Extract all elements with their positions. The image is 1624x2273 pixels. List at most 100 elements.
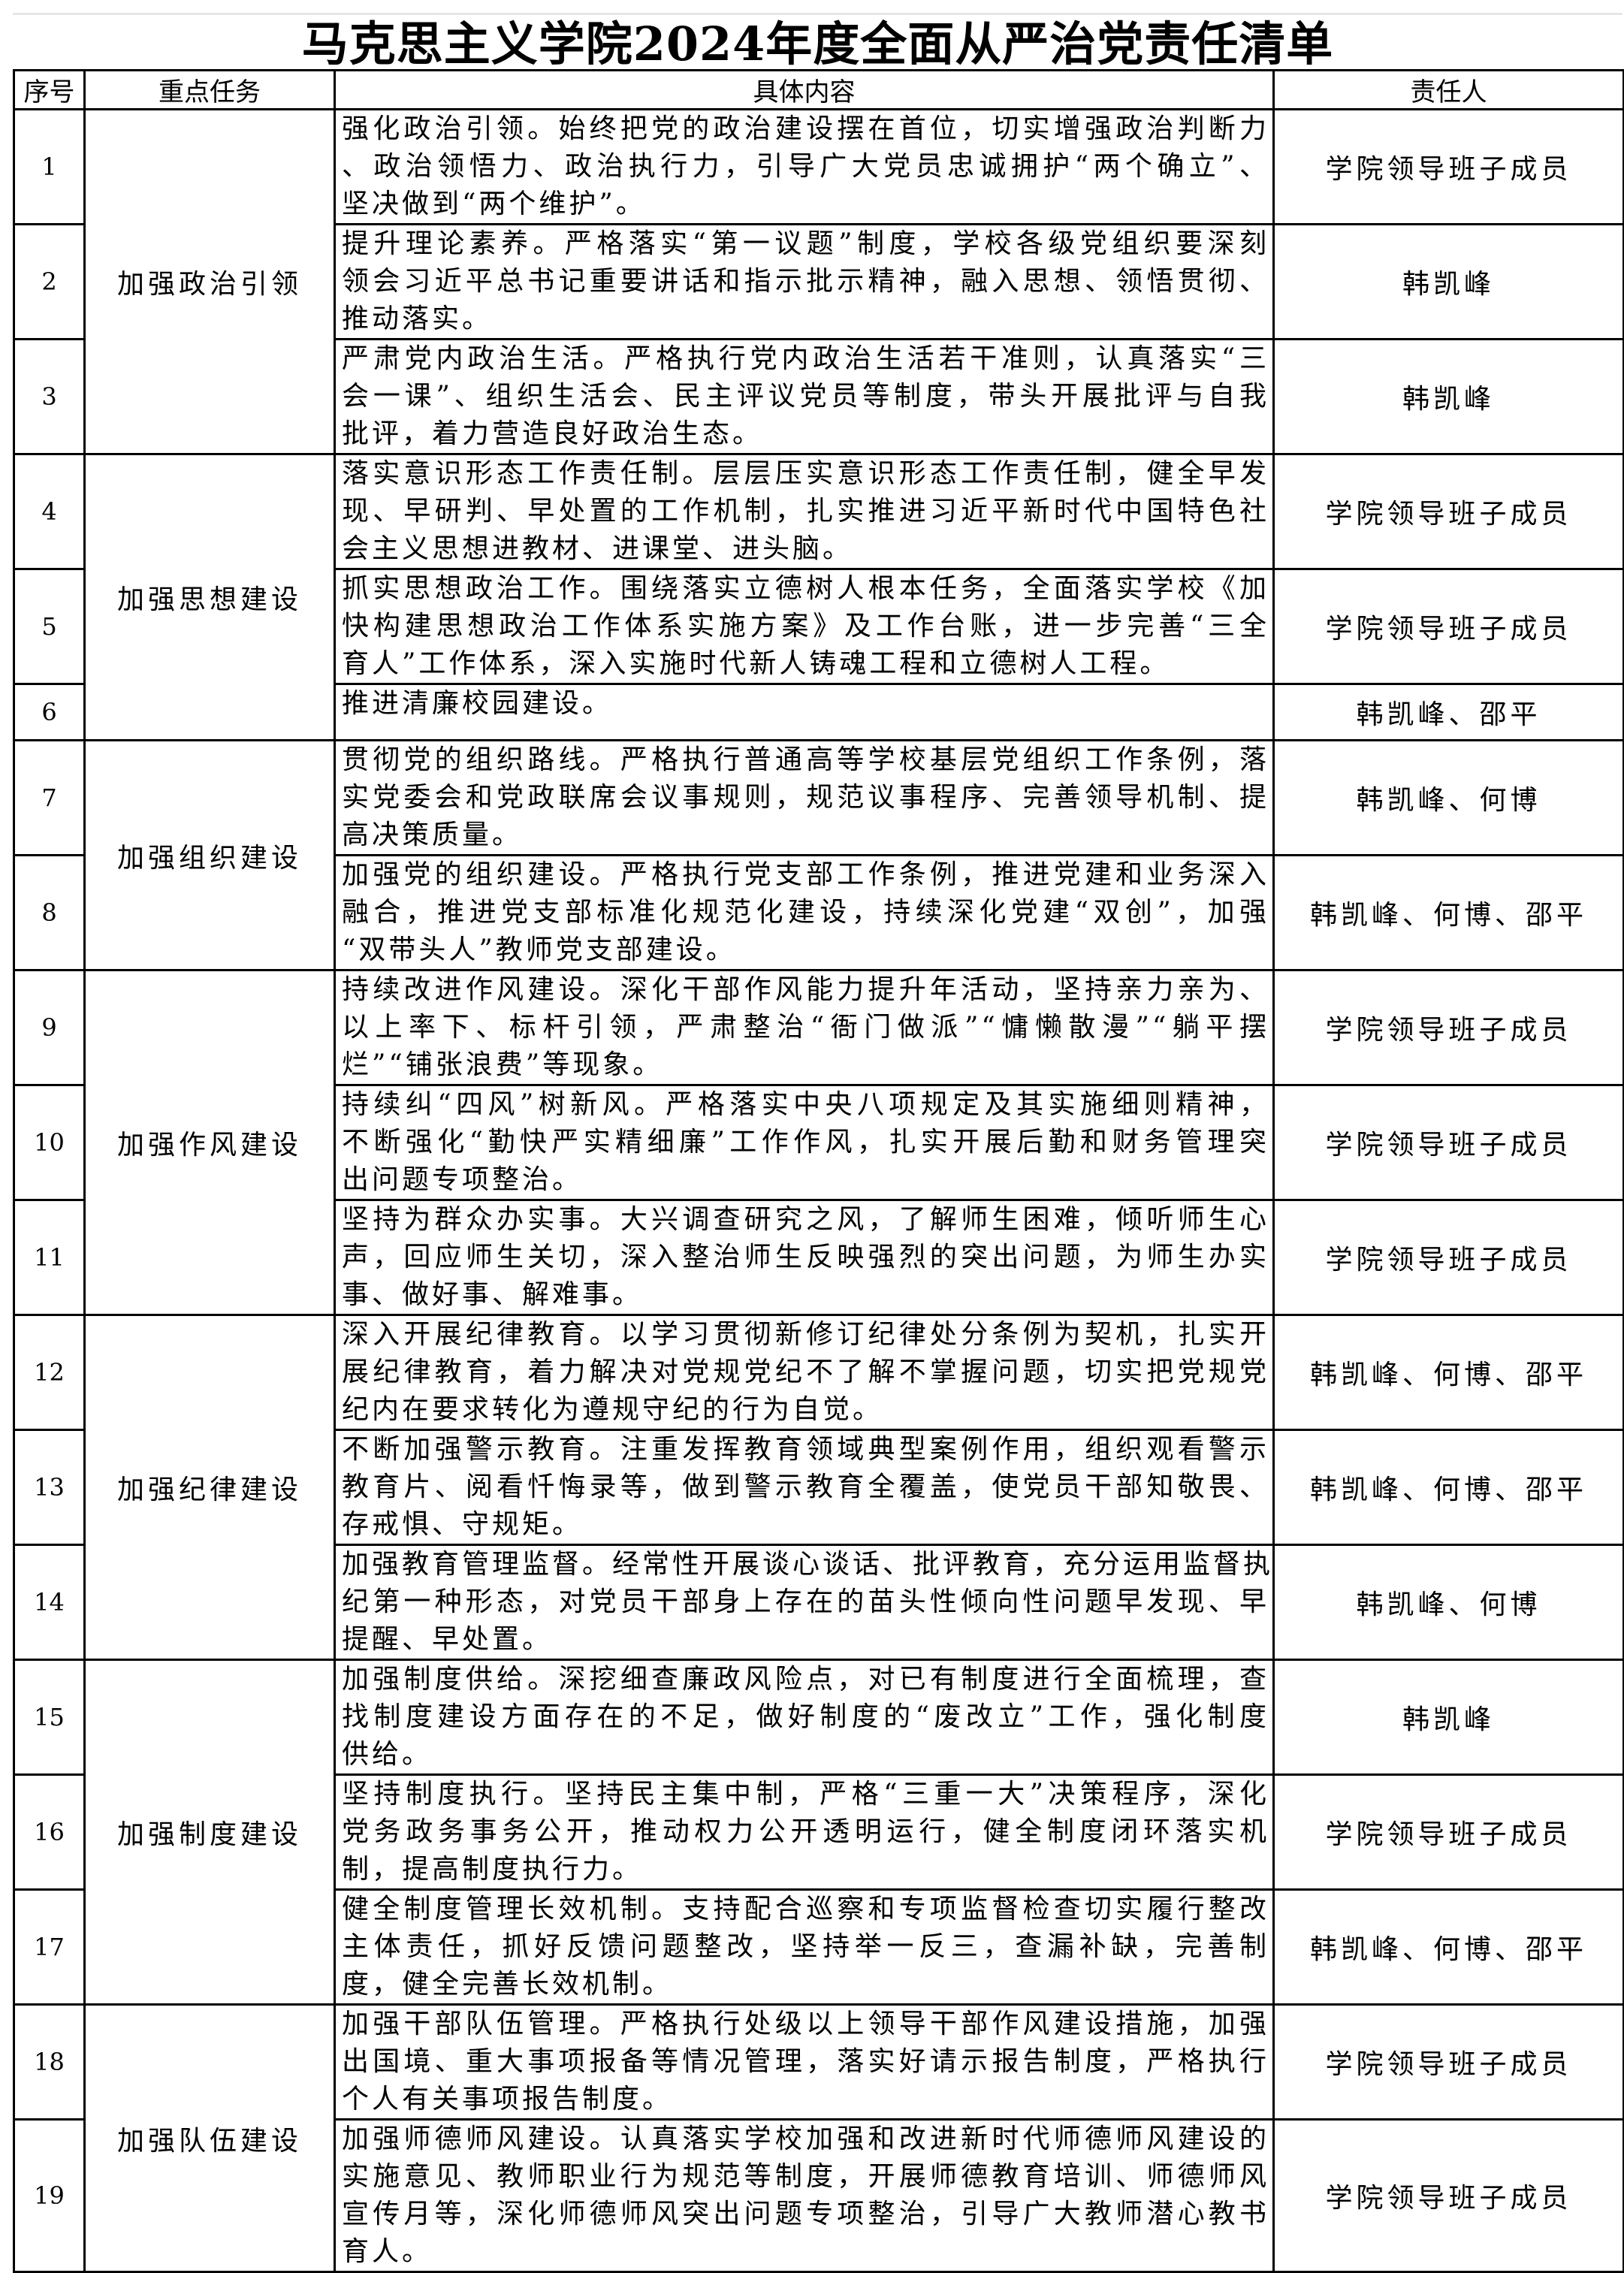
- table-row: 17 健全制度管理长效机制。支持配合巡察和专项监督检查切实履行整改 主体责任，抓好反…: [13, 1888, 1624, 2006]
- content-line: 宣传月等，深化师德师风突出问题专项整治，引导广大教师潜心教书: [342, 2199, 1269, 2229]
- content-line: 推动落实。: [342, 303, 493, 334]
- content-line: 领会习近平总书记重要讲话和指示批示精神，融入思想、领悟贯彻、: [342, 266, 1269, 297]
- table-row: 4 加强思想建设 落实意识形态工作责任制。层层压实意识形态工作责任制，健全早发 现、早…: [13, 453, 1624, 741]
- content-cell: 持续改进作风建设。深化干部作风能力提升年活动，坚持亲力亲为、 以上率下、标杆引领，…: [334, 969, 1275, 1086]
- content-line: “双带头人”教师党支部建设。: [342, 934, 736, 965]
- content-line: 加强党的组织建设。严格执行党支部工作条例，推进党建和业务深入: [342, 859, 1269, 890]
- responsible-person-cell: 韩凯峰、何博: [1272, 739, 1624, 856]
- content-cell: 抓实思想政治工作。围绕落实立德树人根本任务，全面落实学校《加 快构建思想政治工作体…: [334, 568, 1275, 685]
- table-row: 11 坚持为群众办实事。大兴调查研究之风，了解师生困难，倾听师生心 声，回应师生关切…: [13, 1199, 1624, 1316]
- content-line: 融合，推进党支部标准化规范化建设，持续深化党建“双创”，加强: [342, 897, 1269, 928]
- key-task-cell: 加强政治引领: [83, 108, 336, 455]
- content-line: 严肃党内政治生活。严格执行党内政治生活若干准则，认真落实“三: [342, 343, 1269, 374]
- table-row: 3 严肃党内政治生活。严格执行党内政治生活若干准则，认真落实“三 会一课”、组织生活…: [13, 338, 1624, 455]
- responsibility-table: 序号 重点任务 具体内容 责任人 1 加强政治引领 强化政治引领。始终把党的政治建设…: [13, 69, 1624, 2273]
- table-row: 9 加强作风建设 持续改进作风建设。深化干部作风能力提升年活动，坚持亲力亲为、 以上率…: [13, 969, 1624, 1316]
- responsible-person-cell: 韩凯峰、何博: [1272, 1544, 1624, 1661]
- header-key-task: 重点任务: [83, 69, 336, 110]
- table-row: 16 坚持制度执行。坚持民主集中制，严格“三重一大”决策程序，深化 党务政务事务公开…: [13, 1773, 1624, 1891]
- content-line: 纪内在要求转化为遵规守纪的行为自觉。: [342, 1394, 883, 1425]
- content-cell: 加强教育管理监督。经常性开展谈心谈话、批评教育，充分运用监督执 纪第一种形态，对党…: [334, 1544, 1275, 1661]
- key-task-cell: 加强作风建设: [83, 969, 336, 1316]
- serial-number-cell: 6: [13, 683, 86, 741]
- content-cell: 加强师德师风建设。认真落实学校加强和改进新时代师德师风建设的 实施意见、教师职业行…: [334, 2118, 1275, 2273]
- serial-number-cell: 7: [13, 739, 86, 856]
- responsible-person-cell: 学院领导班子成员: [1272, 2118, 1624, 2273]
- serial-number-cell: 5: [13, 568, 86, 685]
- content-line: 加强师德师风建设。认真落实学校加强和改进新时代师德师风建设的: [342, 2124, 1269, 2154]
- responsible-person-cell: 学院领导班子成员: [1272, 568, 1624, 685]
- content-line: 育人”工作体系，深入实施时代新人铸魂工程和立德树人工程。: [342, 648, 1170, 679]
- serial-number-cell: 18: [13, 2003, 86, 2121]
- content-line: 存戒惧、守规矩。: [342, 1509, 583, 1540]
- responsible-person-cell: 学院领导班子成员: [1272, 108, 1624, 225]
- serial-number-cell: 12: [13, 1314, 86, 1431]
- key-task-cell: 加强纪律建设: [83, 1314, 336, 1661]
- content-cell: 加强制度供给。深挖细查廉政风险点，对已有制度进行全面梳理，查 找制度建设方面存在的…: [334, 1659, 1275, 1776]
- responsible-person-cell: 韩凯峰、何博、邵平: [1272, 1888, 1624, 2006]
- content-line: 强化政治引领。始终把党的政治建设摆在首位，切实增强政治判断力: [342, 113, 1269, 144]
- content-line: 快构建思想政治工作体系实施方案》及工作台账，进一步完善“三全: [342, 611, 1269, 641]
- content-line: 制，提高制度执行力。: [342, 1854, 643, 1885]
- content-cell: 推进清廉校园建设。: [334, 683, 1275, 741]
- content-cell: 落实意识形态工作责任制。层层压实意识形态工作责任制，健全早发 现、早研判、早处置的…: [334, 453, 1275, 570]
- content-line: 烂”“铺张浪费”等现象。: [342, 1049, 663, 1080]
- table-row: 12 加强纪律建设 深入开展纪律教育。以学习贯彻新修订纪律处分条例为契机，扎实开 展纪…: [13, 1314, 1624, 1661]
- content-line: 加强干部队伍管理。严格执行处级以上领导干部作风建设措施，加强: [342, 2009, 1269, 2039]
- content-line: 坚决做到“两个维护”。: [342, 189, 646, 219]
- content-line: 出问题专项整治。: [342, 1164, 583, 1195]
- content-line: 深入开展纪律教育。以学习贯彻新修订纪律处分条例为契机，扎实开: [342, 1319, 1269, 1350]
- responsible-person-cell: 韩凯峰、何博、邵平: [1272, 1314, 1624, 1431]
- content-line: 持续纠“四风”树新风。严格落实中央八项规定及其实施细则精神，: [342, 1089, 1269, 1120]
- content-line: 提升理论素养。严格落实“第一议题”制度，学校各级党组织要深刻: [342, 228, 1269, 259]
- document-title: 马克思主义学院2024年度全面从严治党责任清单: [13, 13, 1622, 71]
- content-line: 事、做好事、解难事。: [342, 1279, 643, 1310]
- header-content: 具体内容: [334, 69, 1275, 110]
- table-row: 1 加强政治引领 强化政治引领。始终把党的政治建设摆在首位，切实增强政治判断力 、政治…: [13, 108, 1624, 455]
- content-line: 持续改进作风建设。深化干部作风能力提升年活动，坚持亲力亲为、: [342, 974, 1269, 1005]
- table-row: 2 提升理论素养。严格落实“第一议题”制度，学校各级党组织要深刻 领会习近平总书记重…: [13, 223, 1624, 340]
- content-cell: 健全制度管理长效机制。支持配合巡察和专项监督检查切实履行整改 主体责任，抓好反馈问…: [334, 1888, 1275, 2006]
- serial-number-cell: 17: [13, 1888, 86, 2006]
- table-header-row: 序号 重点任务 具体内容 责任人: [13, 69, 1624, 110]
- serial-number-cell: 14: [13, 1544, 86, 1661]
- content-line: 落实意识形态工作责任制。层层压实意识形态工作责任制，健全早发: [342, 458, 1269, 489]
- table-row: 15 加强制度建设 加强制度供给。深挖细查廉政风险点，对已有制度进行全面梳理，查 找制…: [13, 1659, 1624, 2006]
- content-line: 实党委会和党政联席会议事规则，规范议事程序、完善领导机制、提: [342, 782, 1269, 813]
- content-line: 实施意见、教师职业行为规范等制度，开展师德教育培训、师德师风: [342, 2161, 1269, 2192]
- table-row: 14 加强教育管理监督。经常性开展谈心谈话、批评教育，充分运用监督执 纪第一种形态，…: [13, 1544, 1624, 1661]
- content-cell: 加强干部队伍管理。严格执行处级以上领导干部作风建设措施，加强 出国境、重大事项报备…: [334, 2003, 1275, 2121]
- content-line: 个人有关事项报告制度。: [342, 2084, 673, 2115]
- responsible-person-cell: 韩凯峰: [1272, 338, 1624, 455]
- content-line: 坚持制度执行。坚持民主集中制，严格“三重一大”决策程序，深化: [342, 1779, 1269, 1810]
- serial-number-cell: 11: [13, 1199, 86, 1316]
- content-line: 声，回应师生关切，深入整治师生反映强烈的突出问题，为师生办实: [342, 1242, 1269, 1272]
- table-row: 5 抓实思想政治工作。围绕落实立德树人根本任务，全面落实学校《加 快构建思想政治工作…: [13, 568, 1624, 685]
- key-task-cell: 加强思想建设: [83, 453, 336, 741]
- content-line: 不断强化“勤快严实精细廉”工作作风，扎实开展后勤和财务管理突: [342, 1127, 1269, 1158]
- content-cell: 坚持为群众办实事。大兴调查研究之风，了解师生困难，倾听师生心 声，回应师生关切，深…: [334, 1199, 1275, 1316]
- serial-number-cell: 10: [13, 1084, 86, 1201]
- content-cell: 加强党的组织建设。严格执行党支部工作条例，推进党建和业务深入 融合，推进党支部标准…: [334, 854, 1275, 971]
- serial-number-cell: 9: [13, 969, 86, 1086]
- table-row: 10 持续纠“四风”树新风。严格落实中央八项规定及其实施细则精神， 不断强化“勤快严…: [13, 1084, 1624, 1201]
- content-line: 推进清廉校园建设。: [342, 688, 613, 719]
- serial-number-cell: 16: [13, 1773, 86, 1891]
- content-line: 纪第一种形态，对党员干部身上存在的苗头性倾向性问题早发现、早: [342, 1586, 1269, 1617]
- key-task-cell: 加强队伍建设: [83, 2003, 336, 2273]
- responsible-person-cell: 韩凯峰、何博、邵平: [1272, 1429, 1624, 1546]
- responsible-person-cell: 韩凯峰、何博、邵平: [1272, 854, 1624, 971]
- header-serial-number: 序号: [13, 69, 86, 110]
- serial-number-cell: 15: [13, 1659, 86, 1776]
- responsible-person-cell: 韩凯峰: [1272, 1659, 1624, 1776]
- responsible-person-cell: 学院领导班子成员: [1272, 969, 1624, 1086]
- serial-number-cell: 3: [13, 338, 86, 455]
- content-line: 提醒、早处置。: [342, 1624, 553, 1655]
- content-line: 以上率下、标杆引领，严肃整治“衙门做派”“慵懒散漫”“躺平摆: [342, 1012, 1269, 1043]
- responsible-person-cell: 学院领导班子成员: [1272, 1084, 1624, 1201]
- content-line: 育人。: [342, 2236, 433, 2267]
- responsible-person-cell: 学院领导班子成员: [1272, 1199, 1624, 1316]
- content-line: 贯彻党的组织路线。严格执行普通高等学校基层党组织工作条例，落: [342, 744, 1269, 775]
- content-line: 坚持为群众办实事。大兴调查研究之风，了解师生困难，倾听师生心: [342, 1204, 1269, 1235]
- content-cell: 贯彻党的组织路线。严格执行普通高等学校基层党组织工作条例，落 实党委会和党政联席会…: [334, 739, 1275, 856]
